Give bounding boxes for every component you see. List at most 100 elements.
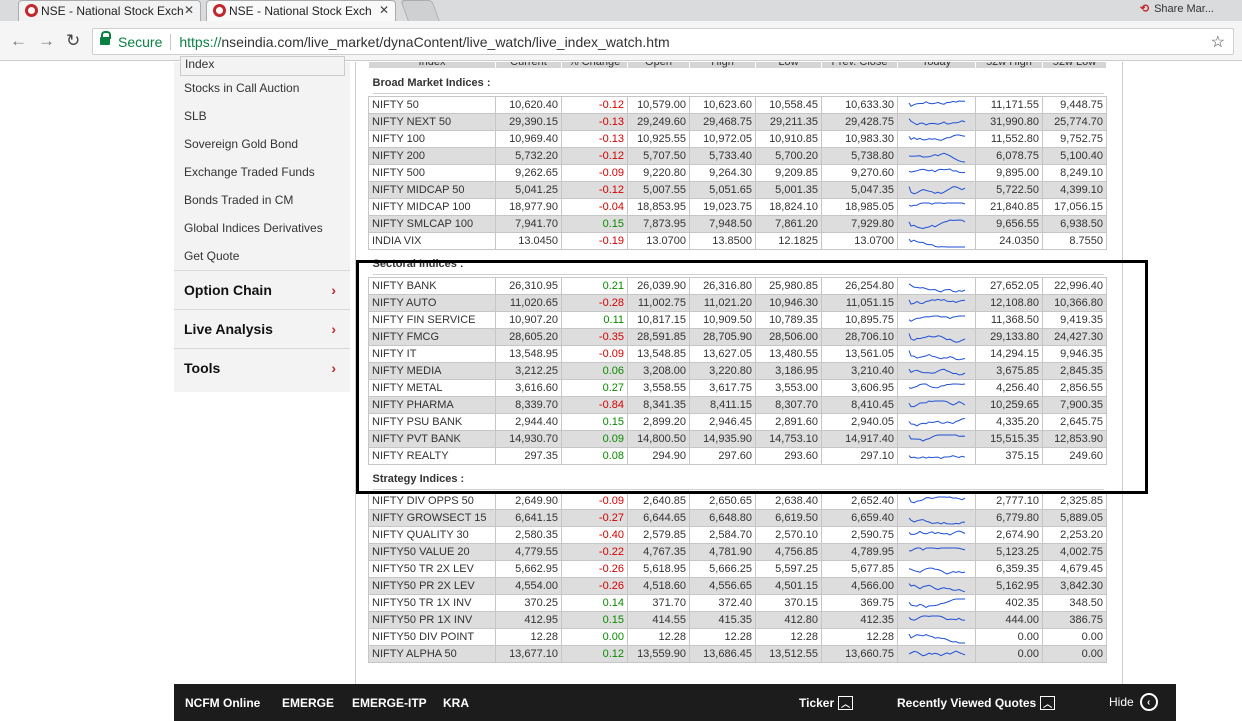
value-cell: 3,186.95 [755, 362, 822, 380]
ticker-toggle[interactable]: Ticker ︿ [799, 696, 854, 710]
table-row: NIFTY REALTY 297.35 0.08 294.90 297.60 293.60… [368, 447, 1107, 465]
index-name-link[interactable]: NIFTY PSU BANK [368, 413, 496, 431]
value-cell: 6,641.15 [495, 509, 562, 527]
value-cell: 4,501.15 [755, 577, 822, 595]
value-cell: 7,929.80 [821, 215, 898, 233]
sidebar-link[interactable]: Global Indices Derivatives [184, 221, 323, 235]
hide-footer-button[interactable]: Hide ‹ [1109, 693, 1158, 711]
value-cell: 11,171.55 [975, 96, 1043, 114]
footer-link-emerge-itp[interactable]: EMERGE-ITP [352, 696, 427, 710]
share-market-link[interactable]: ⟲ Share Mar... [1140, 2, 1214, 16]
browser-tab-2[interactable]: NSE - National Stock Exch ✕ [206, 0, 396, 21]
hide-label: Hide [1109, 695, 1134, 709]
sidebar-link[interactable]: Bonds Traded in CM [184, 193, 294, 207]
index-name-link[interactable]: NIFTY 500 [368, 164, 496, 182]
sidebar-section[interactable]: Option Chain › [174, 270, 350, 308]
value-cell: 10,946.30 [755, 294, 822, 312]
browser-tab-1[interactable]: NSE - National Stock Exch ✕ [18, 0, 201, 21]
value-cell: 11,020.65 [495, 294, 562, 312]
index-name-link[interactable]: NIFTY NEXT 50 [368, 113, 496, 131]
value-cell: 5,707.50 [627, 147, 690, 165]
sidebar-link[interactable]: Get Quote [184, 249, 240, 263]
index-name-link[interactable]: NIFTY 50 [368, 96, 496, 114]
sparkline-chart [908, 202, 965, 207]
index-name-link[interactable]: NIFTY FMCG [368, 328, 496, 346]
new-tab-button[interactable] [400, 0, 440, 21]
value-cell: 3,212.25 [495, 362, 562, 380]
index-name-link[interactable]: NIFTY QUALITY 30 [368, 526, 496, 544]
sidebar-link[interactable]: Sovereign Gold Bond [184, 137, 299, 151]
index-name-link[interactable]: NIFTY GROWSECT 15 [368, 509, 496, 527]
tab-close-icon[interactable]: ✕ [378, 3, 389, 17]
index-name-link[interactable]: NIFTY ALPHA 50 [368, 645, 496, 663]
index-name-link[interactable]: NIFTY BANK [368, 277, 496, 295]
chevron-right-icon: › [331, 359, 336, 376]
percent-change-cell: -0.26 [561, 577, 628, 595]
index-name-link[interactable]: NIFTY 200 [368, 147, 496, 165]
index-name-link[interactable]: NIFTY MIDCAP 100 [368, 198, 496, 216]
value-cell: 2,579.85 [627, 526, 690, 544]
index-name-link[interactable]: NIFTY AUTO [368, 294, 496, 312]
sparkline-chart [908, 417, 965, 426]
value-cell: 2,845.35 [1042, 362, 1107, 380]
sidebar-section[interactable]: Live Analysis › [174, 309, 350, 347]
value-cell: 9,419.35 [1042, 311, 1107, 329]
nse-favicon-icon [25, 4, 38, 17]
value-cell: 11,051.15 [821, 294, 898, 312]
value-cell: 28,706.10 [821, 328, 898, 346]
table-row: NIFTY PVT BANK 14,930.70 0.09 14,800.50 14,9… [368, 430, 1107, 448]
value-cell: 5,662.95 [495, 560, 562, 578]
url-input[interactable]: Secure https:// nseindia.com/live_market… [92, 28, 1234, 55]
tab-title: NSE - National Stock Exch [41, 4, 184, 18]
forward-icon[interactable]: → [38, 31, 55, 50]
index-name-link[interactable]: NIFTY REALTY [368, 447, 496, 465]
index-name-link[interactable]: NIFTY SMLCAP 100 [368, 215, 496, 233]
index-name-link[interactable]: NIFTY50 TR 1X INV [368, 594, 496, 612]
index-name-link[interactable]: INDIA VIX [368, 232, 496, 250]
sidebar-item-index[interactable]: Index [180, 56, 345, 76]
index-name-link[interactable]: NIFTY50 PR 1X INV [368, 611, 496, 629]
today-chart-cell [897, 379, 976, 397]
tab-close-icon[interactable]: ✕ [183, 3, 194, 17]
recently-viewed-toggle[interactable]: Recently Viewed Quotes ︿ [897, 696, 1056, 710]
index-name-link[interactable]: NIFTY IT [368, 345, 496, 363]
index-name-link[interactable]: NIFTY MEDIA [368, 362, 496, 380]
index-name-link[interactable]: NIFTY50 VALUE 20 [368, 543, 496, 561]
sparkline-chart [908, 633, 965, 643]
sidebar-link[interactable]: SLB [184, 109, 207, 123]
index-name-link[interactable]: NIFTY 100 [368, 130, 496, 148]
value-cell: 10,579.00 [627, 96, 690, 114]
reload-icon[interactable]: ↻ [66, 31, 81, 50]
value-cell: 3,220.80 [689, 362, 756, 380]
table-row: NIFTY GROWSECT 15 6,641.15 -0.27 6,644.65 6,… [368, 509, 1107, 527]
value-cell: 5,597.25 [755, 560, 822, 578]
index-name-link[interactable]: NIFTY METAL [368, 379, 496, 397]
index-name-link[interactable]: NIFTY PHARMA [368, 396, 496, 414]
index-name-link[interactable]: NIFTY MIDCAP 50 [368, 181, 496, 199]
footer-link-ncfm[interactable]: NCFM Online [185, 696, 261, 710]
percent-change-cell: -0.09 [561, 164, 628, 182]
value-cell: 25,980.85 [755, 277, 822, 295]
index-name-link[interactable]: NIFTY50 TR 2X LEV [368, 560, 496, 578]
back-icon[interactable]: ← [10, 31, 27, 50]
index-watch-panel: IndexCurrent% ChangeOpenHighLowPrev. Clo… [355, 62, 1123, 684]
value-cell: 15,515.35 [975, 430, 1043, 448]
footer-link-kra[interactable]: KRA [443, 696, 469, 710]
value-cell: 12.28 [821, 628, 898, 646]
sidebar-section[interactable]: Tools › [174, 348, 350, 386]
index-name-link[interactable]: NIFTY50 PR 2X LEV [368, 577, 496, 595]
value-cell: 13,548.95 [495, 345, 562, 363]
sidebar-link[interactable]: Exchange Traded Funds [184, 165, 315, 179]
index-name-link[interactable]: NIFTY50 DIV POINT [368, 628, 496, 646]
address-bar: ← → ↻ Secure https:// nseindia.com/live_… [0, 21, 1242, 61]
index-name-link[interactable]: NIFTY FIN SERVICE [368, 311, 496, 329]
value-cell: 415.35 [689, 611, 756, 629]
index-name-link[interactable]: NIFTY PVT BANK [368, 430, 496, 448]
value-cell: 19,023.75 [689, 198, 756, 216]
sparkline-chart [908, 495, 965, 503]
sidebar-link[interactable]: Stocks in Call Auction [184, 81, 300, 95]
index-name-link[interactable]: NIFTY DIV OPPS 50 [368, 492, 496, 510]
value-cell: 29,428.75 [821, 113, 898, 131]
footer-link-emerge[interactable]: EMERGE [282, 696, 335, 710]
bookmark-star-icon[interactable]: ☆ [1210, 34, 1225, 51]
